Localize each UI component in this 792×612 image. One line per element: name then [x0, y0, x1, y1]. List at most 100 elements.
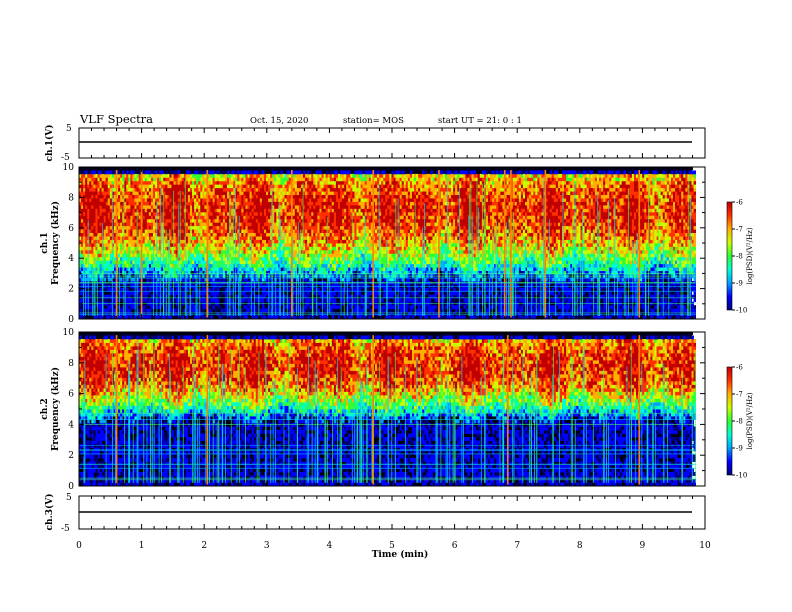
spectrogram-cell [95, 198, 98, 202]
spectrogram-cell [124, 177, 127, 182]
spectrogram-cell [81, 191, 84, 196]
spectrogram-cell [128, 187, 131, 192]
spectrogram-cell [99, 191, 103, 196]
spectrogram-cell [138, 236, 142, 240]
spectrogram-cell [126, 201, 129, 206]
spectrogram-cell [95, 232, 98, 237]
spectrogram-cell [87, 201, 90, 206]
spectrogram-cell [79, 194, 82, 199]
spectrogram-cell [97, 232, 100, 237]
spectrogram-cell [105, 287, 109, 292]
spectrogram-cell [93, 184, 96, 189]
spectrogram-cell [109, 243, 113, 247]
spectrogram-cell [241, 308, 244, 313]
ch1-spectrogram-marks [79, 170, 697, 320]
spectrogram-cell [118, 243, 121, 247]
spectrogram-cell [214, 308, 218, 313]
spectrogram-cell [101, 218, 105, 223]
spectrogram-cell [128, 170, 131, 175]
spectrogram-cell [105, 246, 109, 251]
spectrogram-cell [97, 277, 100, 282]
spectrogram-cell [132, 218, 135, 223]
spectrogram-cell [97, 208, 100, 213]
spectrogram-cell [142, 253, 146, 258]
spectrogram-cell [136, 215, 140, 220]
spectrogram-cell [113, 236, 117, 240]
spectrogram-cell [81, 239, 84, 244]
spectrogram-cell [111, 294, 115, 299]
spectrogram-cell [126, 294, 129, 299]
spectrogram-cell [142, 260, 146, 265]
spectrogram-cell [113, 222, 117, 227]
spectrogram-cell [126, 315, 129, 320]
spectrogram-cell [122, 184, 125, 189]
spectrogram-cell [85, 225, 88, 230]
spectrogram-cell [103, 225, 107, 230]
spectrogram-cell [105, 184, 109, 189]
spectrogram-cell [99, 239, 103, 244]
spectrogram-cell [81, 253, 84, 258]
spectrogram-cell [113, 187, 117, 192]
spectrogram-cell [109, 177, 113, 182]
spectrogram-cell [134, 253, 137, 258]
spectrogram-cell [124, 205, 127, 209]
spectrogram-cell [81, 208, 84, 213]
spectrogram-cell [109, 229, 113, 234]
spectrogram-cell [136, 253, 140, 258]
spectrogram-cell [105, 225, 109, 230]
spectrogram-cell [99, 263, 103, 268]
spectrogram-cell [276, 170, 279, 175]
spectrogram-cell [132, 222, 135, 227]
spectrogram-cell [132, 177, 135, 182]
spectrogram-cell [85, 294, 88, 299]
spectrogram-cell [91, 205, 94, 209]
spectrogram-cell [124, 236, 127, 240]
spectrogram-cell [120, 218, 123, 223]
spectrogram-cell [128, 267, 131, 272]
spectrogram-cell [109, 298, 113, 303]
spectrogram-cell [93, 194, 96, 199]
spectrogram-cell [101, 173, 105, 178]
spectrogram-cell [134, 305, 137, 310]
spectrogram-cell [124, 218, 127, 223]
spectrogram-cell [85, 277, 88, 282]
spectrogram-cell [103, 256, 107, 261]
spectrogram-cell [126, 298, 129, 303]
spectrogram-cell [210, 308, 213, 313]
spectrogram-cell [142, 239, 146, 244]
spectrogram-cell [122, 232, 125, 237]
spectrogram-cell [109, 267, 113, 272]
spectrogram-cell [132, 291, 135, 296]
spectrogram-cell [103, 287, 107, 292]
spectrogram-cell [83, 229, 86, 234]
spectrogram-cell [87, 187, 90, 192]
spectrogram-cell [118, 232, 121, 237]
spectrogram-cell [142, 201, 146, 206]
spectrogram-cell [103, 201, 107, 206]
spectrogram-cell [120, 225, 123, 230]
spectrogram-cell [122, 249, 125, 254]
spectrogram-cell [97, 315, 100, 320]
spectrogram-cell [122, 308, 125, 313]
spectrogram-cell [109, 201, 113, 206]
spectrogram-cell [107, 222, 111, 227]
spectrogram-cell [307, 308, 310, 313]
spectrogram-cell [109, 208, 113, 213]
spectrogram-cell [99, 260, 103, 265]
spectrogram-cell [103, 270, 107, 275]
spectrogram-cell [89, 225, 92, 230]
spectrogram-cell [95, 249, 98, 254]
spectrogram-cell [142, 218, 146, 223]
spectrogram-cell [126, 239, 129, 244]
spectrogram-cell [144, 239, 148, 244]
spectrogram-cell [113, 294, 117, 299]
spectrogram-cell [79, 291, 82, 296]
spectrogram-cell [91, 180, 94, 185]
spectrogram-cell [85, 194, 88, 199]
spectrogram-cell [109, 287, 113, 292]
spectrogram-cell [134, 187, 137, 192]
spectrogram-cell [113, 177, 117, 182]
spectrogram-cell [130, 315, 133, 320]
spectrogram-cell [134, 243, 137, 247]
spectrogram-cell [105, 201, 109, 206]
